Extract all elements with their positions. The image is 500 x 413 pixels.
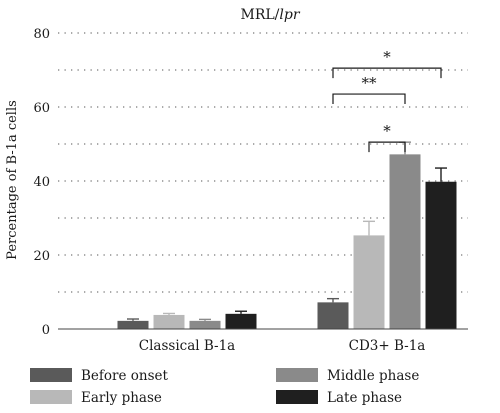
legend-swatch xyxy=(276,368,318,382)
bar xyxy=(425,181,457,329)
bar xyxy=(317,302,349,329)
y-tick-label: 0 xyxy=(42,323,50,338)
bar xyxy=(153,314,185,329)
bar xyxy=(117,320,149,329)
y-tick-label: 80 xyxy=(33,27,50,42)
bar xyxy=(389,154,421,329)
significance-brackets: **** xyxy=(332,48,442,153)
y-tick-label: 20 xyxy=(33,249,50,264)
legend-label: Late phase xyxy=(327,390,402,406)
legend-swatch xyxy=(30,368,72,382)
y-tick-label: 40 xyxy=(33,175,50,190)
legend-label: Before onset xyxy=(81,368,169,384)
y-axis-ticks: 0 20 40 60 80 xyxy=(33,27,50,338)
legend-swatch xyxy=(30,390,72,404)
significance-bracket xyxy=(332,67,442,79)
legend: Before onset Middle phase Early phase Late … xyxy=(30,368,419,406)
x-tick-label: CD3+ B-1a xyxy=(349,338,426,354)
legend-swatch xyxy=(276,390,318,404)
significance-label: * xyxy=(383,48,391,66)
bar xyxy=(353,235,385,329)
y-tick-label: 60 xyxy=(33,101,50,116)
legend-label: Middle phase xyxy=(327,368,419,384)
significance-bracket xyxy=(368,141,406,153)
significance-label: * xyxy=(383,122,391,140)
legend-label: Early phase xyxy=(81,390,162,406)
significance-bracket xyxy=(332,93,406,105)
bar xyxy=(189,320,221,329)
bars xyxy=(117,141,457,329)
significance-label: ** xyxy=(362,74,378,92)
x-tick-label: Classical B-1a xyxy=(139,338,235,354)
bar xyxy=(225,313,257,329)
chart-title: MRL/lpr xyxy=(240,7,300,23)
y-axis-label: Percentage of B-1a cells xyxy=(5,100,20,260)
x-axis: Classical B-1a CD3+ B-1a xyxy=(58,328,468,354)
